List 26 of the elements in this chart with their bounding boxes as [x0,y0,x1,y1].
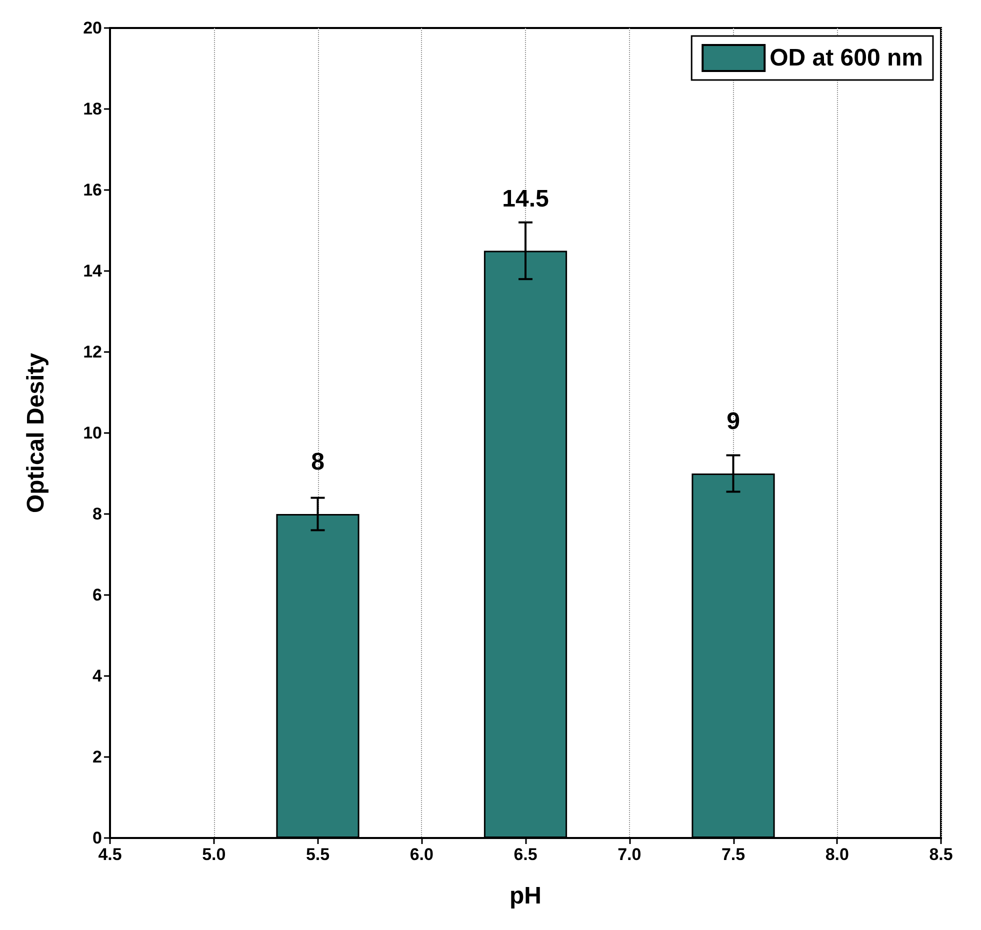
y-axis-title: Optical Desity [22,352,50,514]
y-tick-label: 18 [83,100,102,118]
x-tick-label: 7.5 [721,845,746,864]
y-tick-label: 8 [92,504,102,524]
data-label: 9 [726,408,740,435]
y-tick-label: 10 [83,424,102,442]
x-tick-label: 7.0 [618,845,642,864]
x-tick-label: 5.5 [306,845,330,864]
x-tick-label: 4.5 [98,845,122,864]
legend-label: OD at 600 nm [770,44,924,72]
y-tick-label: 2 [92,748,102,766]
x-tick-label: 6.0 [410,845,434,864]
data-label: 14.5 [502,185,549,212]
x-tick-label: 5.0 [202,845,226,864]
data-label: 8 [311,448,324,476]
y-tick-label: 6 [92,586,102,604]
x-axis-title: pH [510,882,542,910]
y-tick-label: 0 [92,828,102,848]
y-tick-label: 12 [83,342,102,362]
x-tick-label: 8.5 [929,845,953,864]
x-tick-label: 8.0 [825,845,849,864]
y-tick-label: 14 [83,262,103,280]
y-tick-label: 4 [92,666,103,686]
y-tick-label: 16 [83,180,102,200]
x-tick-label: 6.5 [514,845,538,864]
y-tick-label: 20 [83,18,102,38]
